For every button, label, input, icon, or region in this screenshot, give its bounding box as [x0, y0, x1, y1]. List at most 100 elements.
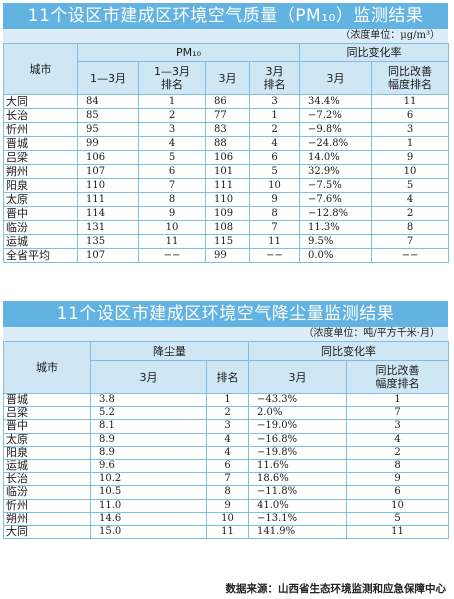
- cell-change: 11.6%: [248, 458, 347, 474]
- cell-change: 141.9%: [248, 524, 347, 540]
- cell-rank: 3: [206, 419, 249, 434]
- cell-mar: 3.8: [90, 392, 207, 408]
- col-mar-header: 3月: [205, 61, 250, 95]
- cell-city: 太原: [3, 192, 78, 207]
- cell-mar-rank: 9: [248, 192, 301, 207]
- cell-rank: 11: [206, 524, 249, 540]
- data-source: 数据来源：山西省生态环境监测和应急保障中心: [225, 583, 447, 595]
- table-row: 长治 10.2 7 18.6% 9: [3, 472, 449, 487]
- table-row: 忻州 95 3 83 2 −9.8% 3: [3, 122, 450, 137]
- cell-improve-rank: 7: [371, 234, 450, 249]
- dust-title: 11个设区市建成区环境空气降尘量监测结果: [3, 301, 448, 327]
- cell-q1: 99: [77, 136, 139, 151]
- cell-improve-rank: 8: [371, 220, 450, 235]
- cell-improve-rank: 2: [371, 206, 450, 221]
- cell-q1-rank: 11: [138, 234, 206, 249]
- col-mar-header: 3月: [90, 360, 207, 394]
- cell-mar: 15.0: [90, 524, 207, 540]
- cell-city: 晋城: [3, 392, 91, 408]
- cell-q1: 135: [77, 234, 139, 249]
- cell-improve-rank: −−: [371, 248, 450, 263]
- cell-rank: 4: [206, 432, 249, 447]
- col-change-header: 同比变化率: [299, 43, 450, 62]
- cell-q1: 110: [77, 178, 139, 193]
- cell-city: 临汾: [3, 485, 91, 500]
- col-change-mar-header: 3月: [299, 61, 373, 95]
- table-row: 吕梁 106 5 106 6 14.0% 9: [3, 150, 450, 165]
- cell-improve-rank: 5: [371, 178, 450, 193]
- cell-mar: 9.6: [90, 458, 207, 474]
- cell-improve-rank: 8: [346, 458, 449, 474]
- cell-mar: 110: [205, 192, 250, 207]
- cell-city: 太原: [3, 432, 91, 447]
- pm10-title: 11个设区市建成区环境空气质量（PM₁₀）监测结果: [3, 3, 448, 29]
- table-row: 长治 85 2 77 1 −7.2% 6: [3, 108, 450, 123]
- cell-improve-rank: 6: [371, 108, 450, 123]
- cell-improve-rank: 9: [346, 472, 449, 487]
- cell-q1-rank: 8: [138, 192, 206, 207]
- cell-improve-rank: 4: [346, 432, 449, 447]
- cell-rank: 2: [206, 406, 249, 421]
- cell-mar: 108: [205, 220, 250, 235]
- cell-change: −19.0%: [248, 419, 347, 434]
- cell-q1-rank: 6: [138, 164, 206, 179]
- cell-q1-rank: −−: [138, 248, 206, 263]
- table-row: 太原 8.9 4 −16.8% 4: [3, 432, 449, 447]
- cell-city: 大同: [3, 94, 78, 109]
- cell-change: −11.8%: [248, 485, 347, 500]
- cell-mar-rank: 6: [248, 150, 301, 165]
- cell-change: 9.5%: [299, 234, 373, 249]
- cell-city: 晋中: [3, 419, 91, 434]
- cell-change: 34.4%: [299, 94, 373, 109]
- cell-improve-rank: 1: [346, 392, 449, 408]
- cell-improve-rank: 5: [346, 511, 449, 526]
- table-row: 运城 135 11 115 11 9.5% 7: [3, 234, 450, 249]
- cell-mar: 10.5: [90, 485, 207, 500]
- cell-city: 大同: [3, 524, 91, 540]
- cell-q1: 95: [77, 122, 139, 137]
- col-change-header: 同比变化率: [248, 341, 449, 361]
- cell-q1: 106: [77, 150, 139, 165]
- cell-city: 长治: [3, 472, 91, 487]
- cell-improve-rank: 9: [371, 150, 450, 165]
- cell-mar: 101: [205, 164, 250, 179]
- table-row: 吕梁 5.2 2 2.0% 7: [3, 406, 449, 421]
- cell-q1: 107: [77, 248, 139, 263]
- cell-rank: 7: [206, 472, 249, 487]
- col-city-header: 城市: [3, 341, 91, 394]
- table-row: 阳泉 8.9 4 −19.8% 2: [3, 445, 449, 460]
- pm10-panel: 11个设区市建成区环境空气质量（PM₁₀）监测结果 （浓度单位：μg/m³） 城…: [3, 3, 450, 263]
- col-improve-rank-header: 同比改善 幅度排名: [371, 61, 450, 95]
- table-row: 忻州 11.0 9 41.0% 10: [3, 498, 449, 513]
- cell-city: 晋城: [3, 136, 78, 151]
- cell-q1-rank: 1: [138, 94, 206, 109]
- cell-city: 长治: [3, 108, 78, 123]
- table-row: 朔州 14.6 10 −13.1% 5: [3, 511, 449, 526]
- table-row: 大同 84 1 86 3 34.4% 11: [3, 94, 450, 109]
- pm10-unit: （浓度单位：μg/m³）: [3, 29, 448, 43]
- cell-improve-rank: 2: [346, 445, 449, 460]
- cell-change: 2.0%: [248, 406, 347, 421]
- cell-city: 阳泉: [3, 445, 91, 460]
- cell-mar: 8.9: [90, 432, 207, 447]
- cell-change: −24.8%: [299, 136, 373, 151]
- col-change-mar-header: 3月: [248, 360, 347, 394]
- cell-change: −16.8%: [248, 432, 347, 447]
- cell-q1: 84: [77, 94, 139, 109]
- cell-city: 阳泉: [3, 178, 78, 193]
- cell-q1: 114: [77, 206, 139, 221]
- cell-q1-rank: 5: [138, 150, 206, 165]
- cell-q1-rank: 7: [138, 178, 206, 193]
- cell-city: 忻州: [3, 498, 91, 513]
- cell-mar-rank: 11: [248, 234, 301, 249]
- cell-change: 0.0%: [299, 248, 373, 263]
- table-row: 晋中 8.1 3 −19.0% 3: [3, 419, 449, 434]
- cell-improve-rank: 3: [371, 122, 450, 137]
- cell-mar: 111: [205, 178, 250, 193]
- cell-change: −43.3%: [248, 392, 347, 408]
- cell-change: 11.3%: [299, 220, 373, 235]
- col-improve-rank-header: 同比改善 幅度排名: [346, 360, 449, 394]
- cell-change: 18.6%: [248, 472, 347, 487]
- cell-mar: 88: [205, 136, 250, 151]
- cell-mar: 5.2: [90, 406, 207, 421]
